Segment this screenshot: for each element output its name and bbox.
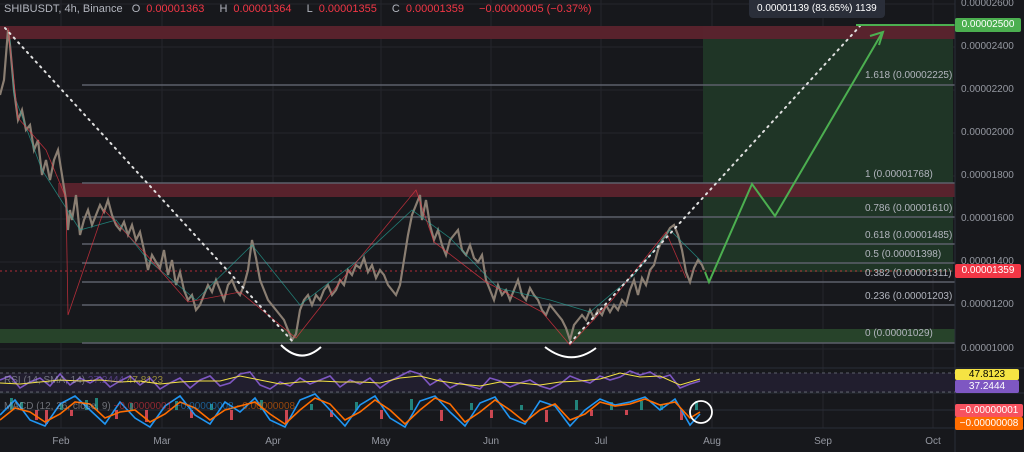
double-bottom-arcs[interactable] — [280, 344, 597, 359]
macd-signal-line[interactable] — [0, 397, 701, 426]
rsi-ma-tag: 47.8123 — [955, 369, 1019, 380]
macd-signal-tag: −0.00000008 — [955, 417, 1023, 430]
candlestick-series[interactable] — [0, 27, 706, 346]
ohlc-open: O 0.00001363 — [131, 3, 205, 15]
macd-legend[interactable]: MACD (12, 26, close, 9) −0.00000001 −0.0… — [4, 401, 296, 412]
ohlc-change: −0.00000005 (−0.37%) — [479, 3, 592, 15]
projection-path[interactable] — [704, 24, 955, 285]
rsi-legend[interactable]: RSI (14, SMA, 14) 37.2444 47.8123 — [4, 375, 164, 386]
long-position-zone[interactable] — [703, 26, 953, 272]
fib-label-1: 1 (0.00001768) — [865, 169, 933, 180]
rsi-band — [0, 373, 955, 392]
symbol-legend[interactable]: SHIBUSDT, 4h, Binance O 0.00001363 H 0.000… — [4, 3, 598, 15]
support-zone[interactable] — [0, 329, 955, 343]
ohlc-high: H 0.00001364 — [219, 3, 292, 15]
resistance-zone-top[interactable] — [0, 26, 955, 39]
fib-label-0618: 0.618 (0.00001485) — [865, 230, 953, 241]
fib-label-0: 0 (0.00001029) — [865, 328, 933, 339]
macd-highlight-circle[interactable] — [689, 400, 713, 424]
fib-label-1618: 1.618 (0.00002225) — [865, 70, 953, 81]
trendline-dotted[interactable] — [4, 25, 861, 344]
target-price-tag: 0.00002500 — [955, 18, 1021, 32]
fibonacci-retracement[interactable] — [82, 84, 955, 344]
rsi-tag: 37.2444 — [955, 380, 1019, 393]
current-price-tag: 0.00001359 — [955, 264, 1021, 278]
fib-label-05: 0.5 (0.00001398) — [865, 249, 942, 260]
resistance-zone-mid[interactable] — [58, 183, 955, 197]
ohlc-low: L 0.00001355 — [306, 3, 377, 15]
measure-tooltip: 0.00001139 (83.65%) 1139 — [749, 0, 885, 18]
macd-hist-tag: −0.00000001 — [955, 404, 1023, 417]
ohlc-close: C 0.00001359 — [391, 3, 464, 15]
fib-label-0786: 0.786 (0.00001610) — [865, 203, 953, 214]
rsi-ma-line[interactable] — [0, 372, 701, 387]
fib-label-0236: 0.236 (0.00001203) — [865, 291, 953, 302]
macd-histogram[interactable] — [10, 398, 698, 424]
symbol-title[interactable]: SHIBUSDT, 4h, Binance — [4, 3, 123, 15]
fib-label-0382: 0.382 (0.00001311) — [865, 268, 952, 279]
